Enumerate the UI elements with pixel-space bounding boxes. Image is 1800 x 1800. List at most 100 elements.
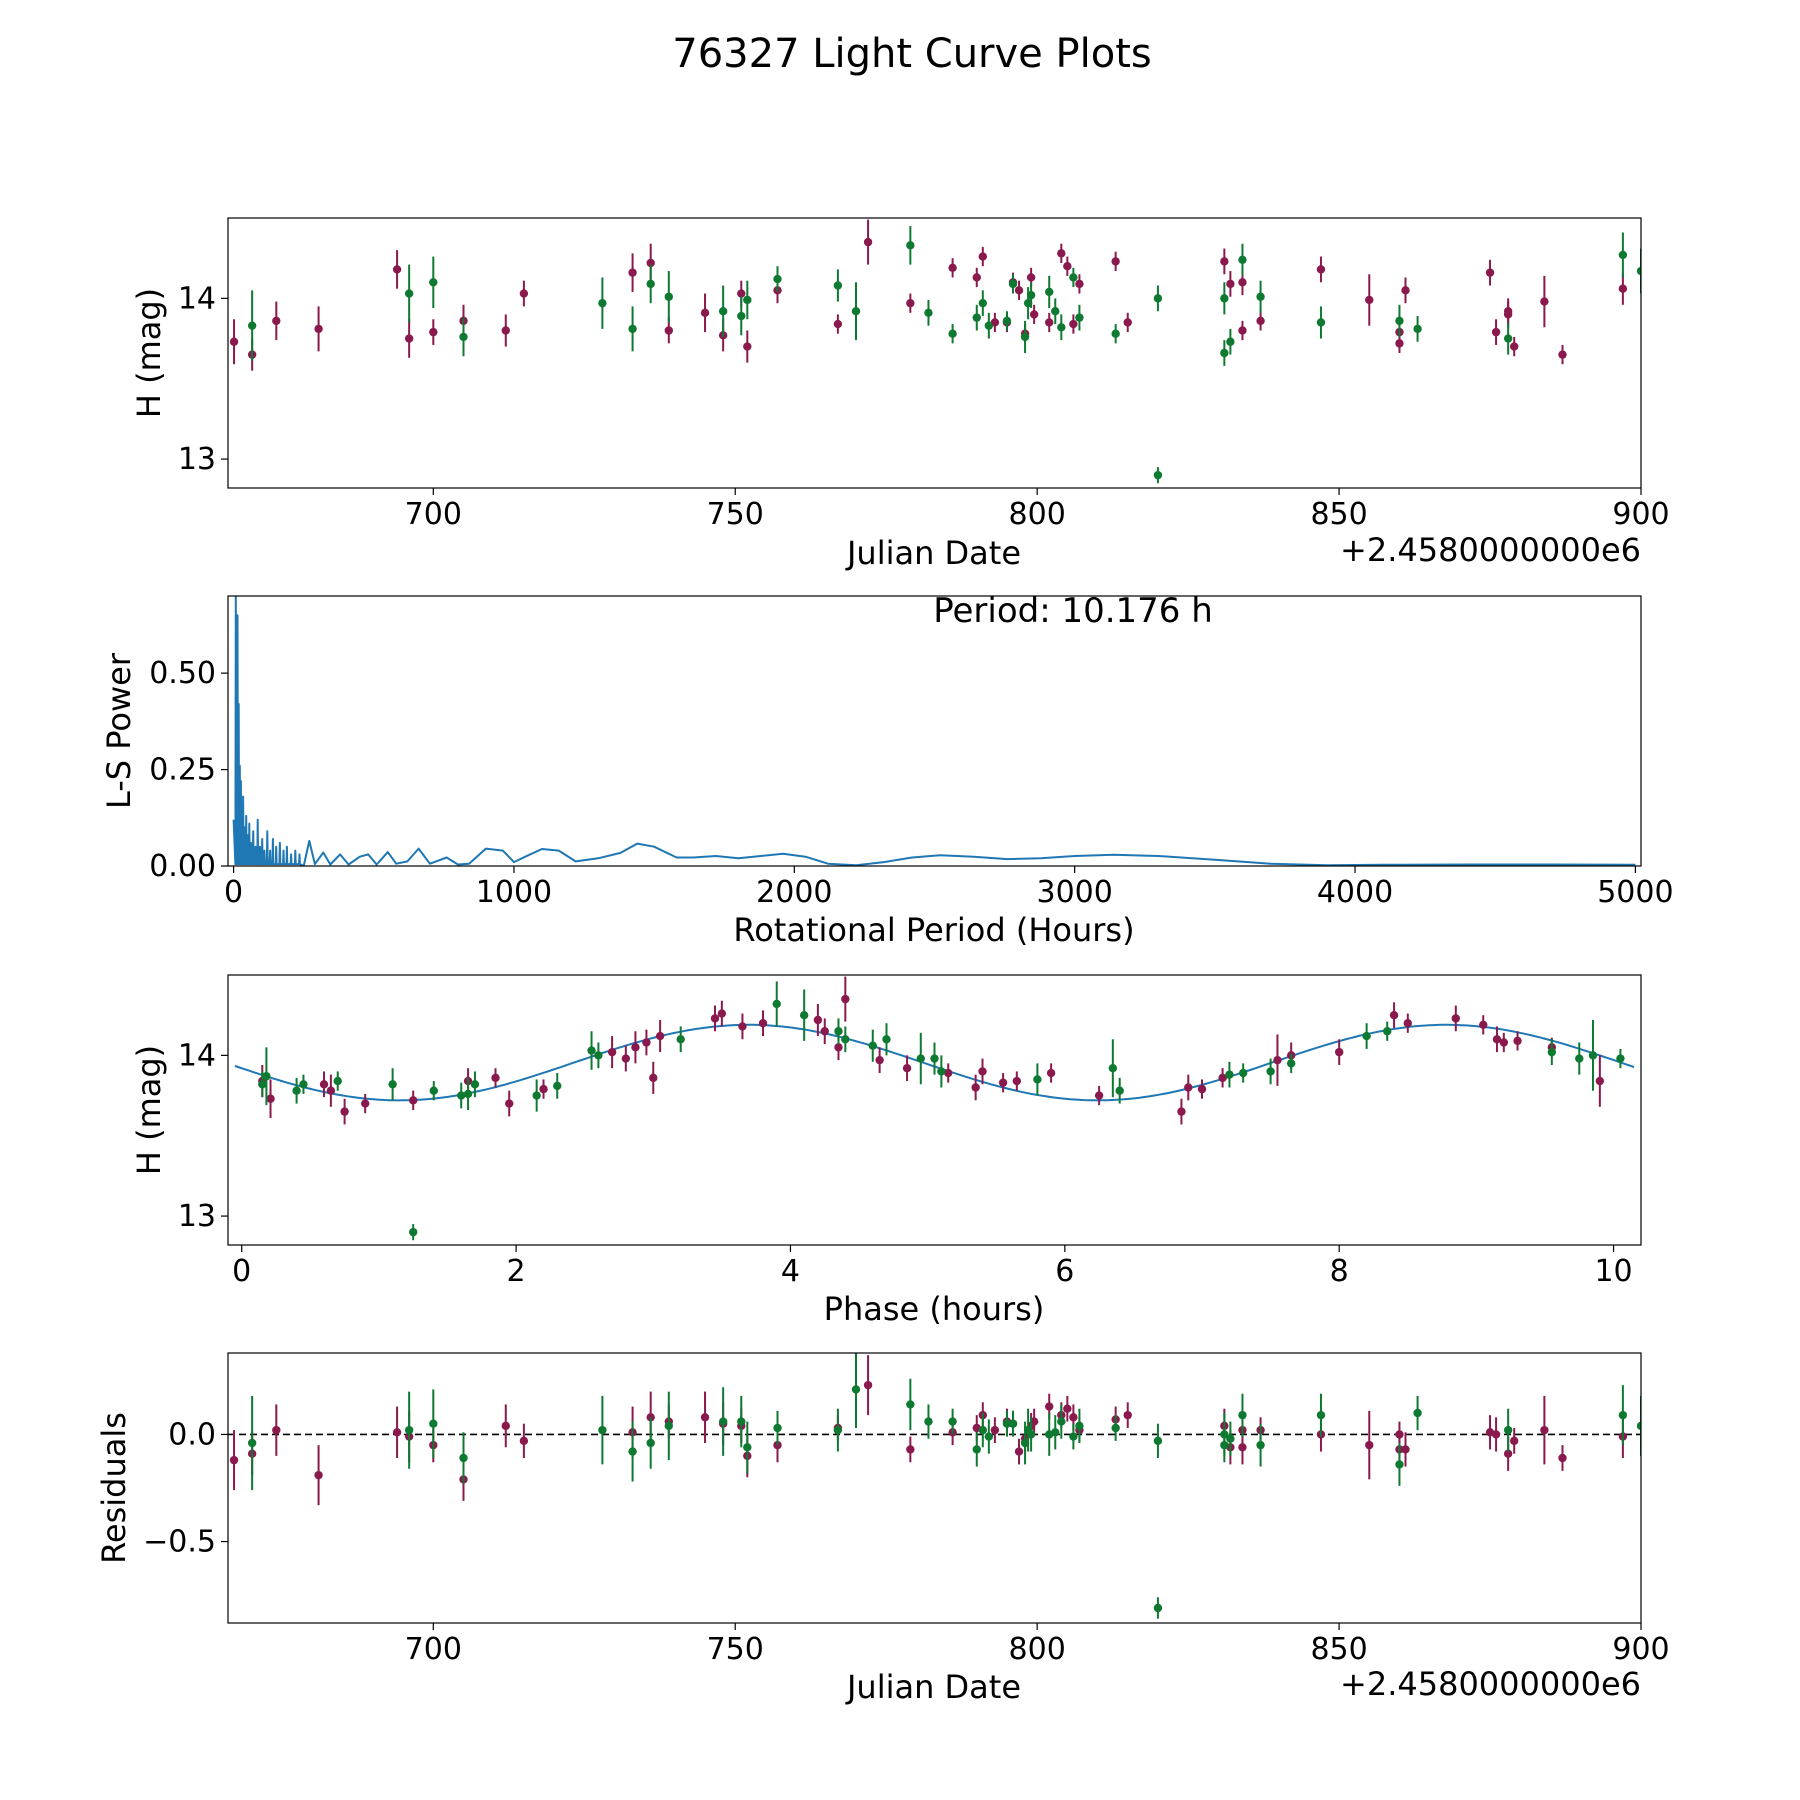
data-point	[1026, 290, 1036, 300]
data-point	[1316, 1410, 1326, 1420]
data-point	[743, 295, 752, 305]
data-point	[1220, 257, 1229, 266]
phased-xlabel: Phase (hours)	[824, 1290, 1045, 1328]
data-point	[628, 1447, 637, 1456]
period-annotation: Period: 10.176 h	[933, 591, 1213, 631]
data-point	[944, 1068, 953, 1078]
data-point	[1033, 1075, 1042, 1084]
data-point	[247, 1438, 257, 1448]
data-point	[1008, 1419, 1018, 1428]
data-point	[948, 1417, 957, 1426]
data-point	[902, 1064, 912, 1073]
data-point	[1123, 1410, 1132, 1420]
data-point	[1111, 329, 1120, 338]
data-point	[598, 1425, 607, 1435]
data-point	[1413, 324, 1422, 334]
data-point	[404, 334, 414, 343]
y-tick-label: 14	[178, 281, 216, 316]
residuals-ticks: 700 750 800 850 900 0.0 −0.5	[143, 1417, 1669, 1667]
data-point	[1075, 1421, 1084, 1431]
data-point	[700, 308, 710, 318]
data-point	[1266, 1067, 1275, 1076]
data-point	[429, 1419, 438, 1428]
data-point	[990, 1425, 1000, 1435]
periodogram-line	[232, 596, 1636, 866]
data-point	[266, 1094, 275, 1103]
data-point	[532, 1091, 541, 1100]
data-point	[851, 1385, 861, 1394]
data-point	[646, 1438, 655, 1448]
data-point	[429, 278, 438, 287]
data-point	[1273, 1055, 1282, 1065]
data-point	[1540, 297, 1549, 306]
data-point	[1540, 1425, 1549, 1435]
data-point	[1636, 1421, 1641, 1431]
data-point	[978, 1425, 988, 1435]
data-point	[229, 337, 239, 346]
data-point	[833, 1425, 843, 1435]
data-point	[906, 1445, 915, 1454]
data-point	[1226, 279, 1235, 289]
data-point	[948, 329, 957, 338]
data-point	[1238, 1068, 1248, 1078]
data-point	[1595, 1076, 1605, 1086]
residuals-x-offset: +2.4580000000e6	[1340, 1665, 1641, 1703]
x-tick-label: 0	[224, 875, 243, 910]
data-point	[1618, 1410, 1628, 1420]
data-point	[1485, 268, 1495, 277]
phased-plot-area	[234, 976, 1635, 1241]
x-tick-label: 2	[507, 1254, 526, 1289]
data-point	[1063, 262, 1072, 271]
data-point	[1045, 287, 1054, 297]
data-point	[1503, 1449, 1513, 1458]
data-point	[429, 1086, 438, 1095]
data-point	[834, 1043, 843, 1052]
data-point	[1365, 295, 1374, 305]
data-point	[292, 1086, 301, 1095]
data-point	[1238, 1410, 1247, 1420]
data-point	[1012, 1076, 1022, 1086]
data-point	[1395, 1460, 1404, 1469]
x-tick-label: 850	[1310, 497, 1367, 532]
data-point	[710, 1014, 720, 1023]
data-point	[1256, 292, 1265, 301]
data-point	[906, 1400, 915, 1409]
data-point	[1238, 278, 1247, 287]
data-point	[1503, 307, 1513, 316]
residuals-ylabel: Residuals	[95, 1412, 133, 1564]
data-point	[1256, 1440, 1265, 1450]
data-point	[1153, 294, 1163, 303]
data-point	[392, 1428, 402, 1437]
data-point	[1220, 294, 1229, 303]
phased-ticks: 0 2 4 6 8 10 13 14	[178, 1038, 1633, 1289]
data-point	[868, 1041, 877, 1050]
periodogram-ylabel: L-S Power	[100, 652, 138, 809]
data-point	[1046, 1068, 1056, 1078]
data-point	[1636, 266, 1641, 276]
data-point	[392, 265, 402, 274]
periodogram-xlabel: Rotational Period (Hours)	[733, 911, 1134, 949]
data-point	[1184, 1083, 1193, 1092]
data-point	[984, 321, 994, 330]
data-point	[501, 326, 510, 335]
data-point	[1588, 1051, 1598, 1060]
data-point	[1547, 1047, 1557, 1057]
y-tick-label: −0.5	[143, 1525, 216, 1560]
y-tick-label: 13	[178, 1199, 216, 1234]
residuals-panel: 700 750 800 850 900 0.0 −0.5 Julian Date Resid…	[95, 1352, 1670, 1706]
data-point	[646, 279, 655, 289]
x-tick-label: 5000	[1597, 875, 1673, 910]
data-point	[229, 1455, 239, 1465]
data-point	[738, 1022, 747, 1031]
data-point	[743, 342, 752, 351]
data-point	[834, 1027, 843, 1036]
data-point	[360, 1099, 370, 1108]
data-point	[1238, 1443, 1247, 1452]
data-point	[1403, 1019, 1412, 1028]
data-point	[631, 1043, 640, 1052]
light-curve-ylabel: H (mag)	[130, 288, 168, 418]
periodogram-plot-area	[232, 596, 1636, 866]
data-point	[1451, 1014, 1461, 1023]
